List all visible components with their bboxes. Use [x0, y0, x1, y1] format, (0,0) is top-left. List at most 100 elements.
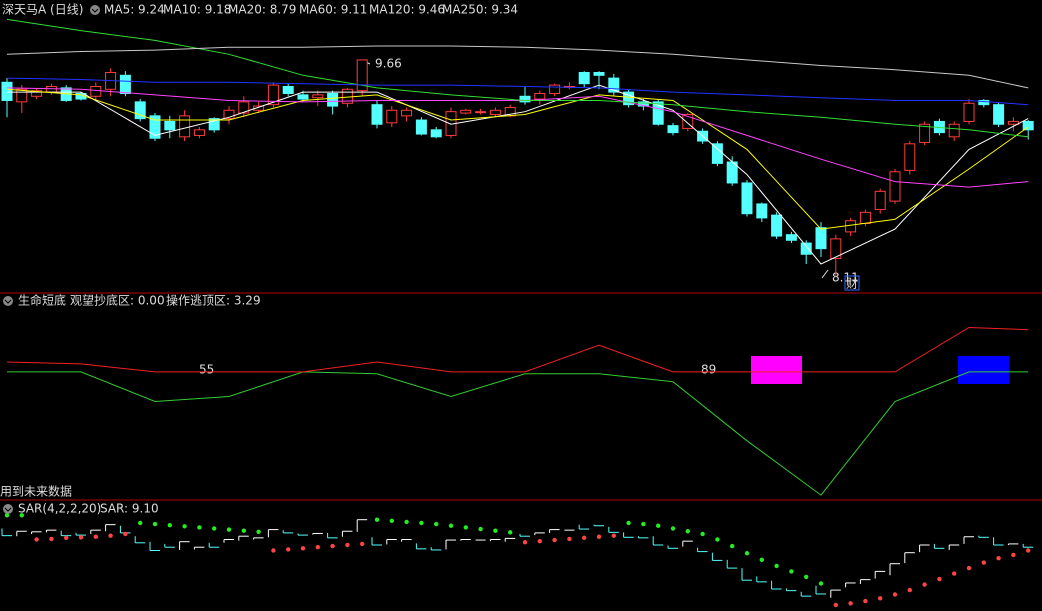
candle-body [238, 101, 250, 114]
indicator-line [6, 88, 1029, 230]
indicator-line [7, 84, 1029, 265]
sar-dot [286, 547, 291, 552]
candle-body [652, 101, 664, 125]
indicator-line [7, 371, 1029, 496]
signal-label: 89 [701, 363, 716, 377]
sar-dot [863, 598, 868, 604]
candle-body [519, 95, 531, 103]
candle-body [460, 109, 472, 114]
sar-dot [123, 531, 128, 537]
indicator-line [6, 45, 1029, 89]
candle-body [667, 125, 679, 134]
sar-dot [626, 520, 631, 526]
candle-body [874, 190, 886, 211]
candle-body [578, 72, 590, 85]
sar-dot [108, 533, 113, 538]
signal-label: 55 [199, 363, 214, 377]
candle-body [993, 104, 1005, 125]
sar-dot [848, 601, 853, 606]
sar-dot [878, 596, 883, 601]
panel-title: 生命短底 [18, 293, 66, 308]
collapse-icon[interactable] [3, 504, 13, 514]
sar-dot [374, 517, 380, 522]
candle-body [430, 129, 442, 138]
sar-dot [300, 546, 306, 551]
candle-body [608, 77, 620, 93]
sar-dot [345, 542, 350, 548]
candle-body [16, 88, 28, 103]
sar-dot [212, 526, 217, 531]
sar-dot [937, 576, 942, 582]
candle-body [785, 234, 797, 241]
finance-badge[interactable] [844, 275, 860, 291]
sar-dot [730, 543, 735, 549]
max-annotation: 9.66 [375, 57, 402, 71]
candle-body [267, 84, 279, 106]
sar-dot [508, 530, 513, 535]
candle-body [134, 101, 146, 120]
sar-dot [818, 581, 824, 586]
candle-body [845, 220, 857, 233]
sar-dot [892, 592, 898, 597]
legend-entry: MA5: 9.24 [104, 3, 165, 17]
candle-body [549, 84, 561, 94]
candle-body [889, 171, 901, 202]
sar-dot [833, 602, 838, 608]
sar-dot [656, 523, 661, 528]
legend-entry: MA20: 8.79 [228, 3, 296, 17]
sar-dot [685, 529, 690, 534]
sar-dot [226, 527, 232, 532]
candle-body [948, 123, 960, 138]
candle-body [356, 59, 368, 92]
sar-dot [389, 518, 394, 523]
sar-dot [952, 571, 957, 576]
sar-dot [330, 543, 335, 549]
sar-dot [922, 582, 927, 587]
sar-dot [152, 521, 158, 527]
sar-dot [493, 528, 498, 533]
sar-dot [537, 538, 542, 544]
sar-dot [463, 525, 468, 530]
collapse-icon[interactable] [90, 5, 100, 15]
candle-body [149, 115, 161, 139]
sar-dot [789, 569, 794, 574]
candle-body [815, 227, 827, 250]
sar-dot [552, 537, 557, 543]
legend-entry: 观望抄底区: 0.00 [70, 293, 165, 308]
candle-body [223, 109, 235, 120]
sar-dot [966, 565, 972, 571]
panel-title: SAR(4,2,2,20) [18, 502, 101, 516]
sar-dot [1026, 548, 1031, 553]
candle-body [31, 90, 43, 97]
candle-body [312, 94, 324, 99]
candle-body [401, 109, 413, 117]
sar-dot [996, 556, 1001, 561]
candle-body [193, 129, 205, 136]
sar-dot [478, 526, 483, 532]
legend-entry: 操作逃顶区: 3.29 [166, 293, 261, 308]
signal-box [958, 356, 1009, 384]
sar-dot [49, 536, 54, 542]
sar-dot [93, 534, 99, 539]
candle-body [489, 109, 501, 115]
legend-entry: MA250: 9.34 [442, 3, 518, 17]
sar-dot [138, 520, 143, 526]
candle-body [978, 99, 990, 106]
candle-body [711, 143, 723, 164]
indicator-value: SAR: 9.10 [100, 502, 159, 516]
candle-body [756, 203, 768, 219]
finance-badge-label[interactable]: 财 [846, 277, 858, 291]
indicator-line [6, 77, 1029, 106]
annotation-pointer [821, 269, 829, 279]
collapse-icon[interactable] [3, 296, 13, 306]
candle-body [208, 118, 220, 131]
indicator-line [6, 18, 1029, 138]
candle-body [800, 242, 812, 255]
candle-body [919, 123, 931, 143]
sar-dot [360, 541, 365, 547]
sar-dot [981, 560, 986, 565]
candle-body [859, 211, 871, 224]
sar-dot [315, 545, 320, 550]
candle-body [741, 182, 753, 215]
sar-dot [641, 521, 646, 527]
